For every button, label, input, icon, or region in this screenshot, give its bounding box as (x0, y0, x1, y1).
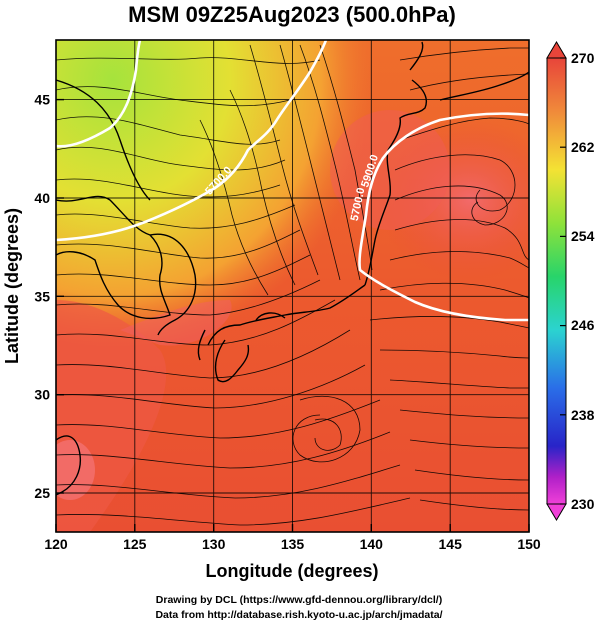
x-tick-label: 130 (202, 536, 226, 552)
colorbar-label: 230 (571, 496, 595, 512)
y-tick-label: 25 (34, 485, 50, 501)
colorbar-label: 238 (571, 407, 595, 423)
x-tick-label: 140 (360, 536, 384, 552)
x-axis-label: Longitude (degrees) (205, 561, 378, 581)
colorbar: 270 262 254 246 238 230 (546, 41, 595, 521)
y-tick-labels: 25 30 35 40 45 (34, 92, 50, 501)
x-tick-label: 150 (517, 536, 541, 552)
colorbar-top-arrow (546, 41, 567, 59)
x-tick-label: 135 (281, 536, 305, 552)
y-axis-label: Latitude (degrees) (2, 208, 22, 364)
colorbar-bottom-arrow (546, 503, 567, 521)
x-tick-label: 145 (439, 536, 463, 552)
y-tick-label: 35 (34, 288, 50, 304)
contour-5700-west (56, 40, 142, 148)
y-tick-label: 30 (34, 387, 50, 403)
contour-5700-south (56, 40, 328, 242)
x-axis (55, 524, 530, 532)
x-tick-label: 120 (44, 536, 68, 552)
x-tick-labels: 120 125 130 135 140 145 150 (44, 536, 541, 552)
y-tick-label: 40 (34, 190, 50, 206)
x-tick-label: 125 (123, 536, 147, 552)
credit-drawing: Drawing by DCL (https://www.gfd-dennou.o… (156, 594, 442, 606)
colorbar-label: 270 (571, 50, 595, 66)
geopotential-contours (56, 40, 529, 322)
y-tick-label: 45 (34, 92, 50, 108)
colorbar-gradient (546, 57, 567, 505)
plot-area: 5700.0 5700.0 5900.0 (56, 40, 529, 532)
colorbar-label: 246 (571, 317, 595, 333)
y-axis (56, 98, 64, 494)
contour-5900 (358, 112, 529, 322)
colorbar-label: 262 (571, 139, 595, 155)
colorbar-label: 254 (571, 228, 595, 244)
grid-lines (56, 40, 529, 532)
wind-streamlines (56, 44, 529, 526)
hot-spot-southwest (56, 440, 95, 500)
hot-area-northeast (330, 110, 450, 230)
credit-data: Data from http://database.rish.kyoto-u.a… (155, 609, 442, 621)
map-title: MSM 09Z25Aug2023 (500.0hPa) (128, 2, 456, 27)
